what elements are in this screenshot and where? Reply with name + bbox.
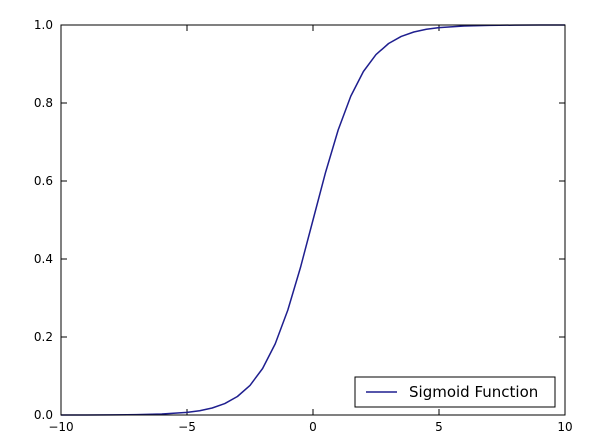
series-layer bbox=[60, 24, 566, 416]
x-tick-label: −5 bbox=[178, 420, 196, 434]
x-tick-label: −10 bbox=[48, 420, 73, 434]
y-tick-label: 0.8 bbox=[34, 96, 53, 110]
y-tick-label: 0.4 bbox=[34, 252, 53, 266]
y-tick-label: 0.2 bbox=[34, 330, 53, 344]
y-tick-label: 1.0 bbox=[34, 18, 53, 32]
legend: Sigmoid Function bbox=[354, 376, 556, 408]
y-tick-label: 0.0 bbox=[34, 408, 53, 422]
y-tick-label: 0.6 bbox=[34, 174, 53, 188]
x-tick-label: 10 bbox=[557, 420, 572, 434]
x-tick-label: 0 bbox=[309, 420, 317, 434]
series-line-sigmoid-function bbox=[60, 24, 566, 416]
x-tick-label: 5 bbox=[435, 420, 443, 434]
plot-frame bbox=[60, 24, 566, 416]
legend-label: Sigmoid Function bbox=[409, 383, 538, 401]
axis-ticks: −10 −5 0 5 10 0.0 0.2 0.4 0.6 0.8 1.0 bbox=[34, 18, 573, 434]
